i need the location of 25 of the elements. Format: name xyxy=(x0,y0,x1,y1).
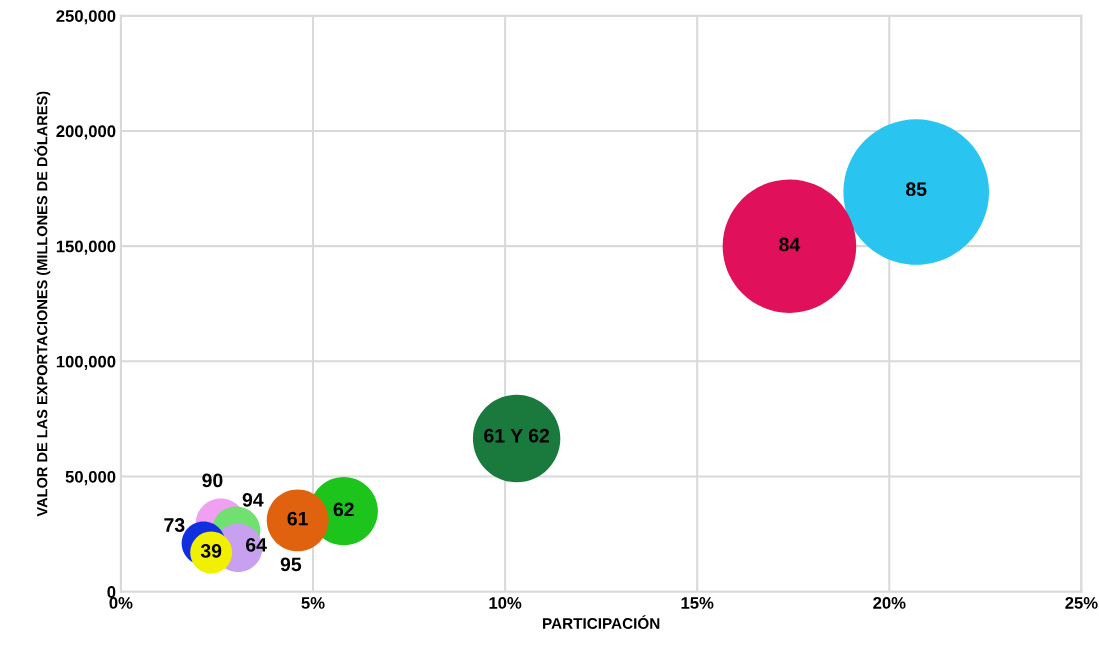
annotation: 94 xyxy=(242,492,264,507)
x-axis-title: PARTICIPACIÓN xyxy=(543,615,660,629)
x-tick-label: 25% xyxy=(1065,597,1098,609)
x-tick-label: 20% xyxy=(873,597,906,609)
y-tick-label: 150,000 xyxy=(56,240,116,255)
annotation: 62 xyxy=(333,502,354,517)
annotation: 85 xyxy=(906,182,927,197)
annotation: 61 xyxy=(287,511,308,526)
y-axis-title: VALOR DE LAS EXPORTACIONES (MILLONES DE DÓLARES) xyxy=(34,91,51,517)
x-tick-label: 10% xyxy=(489,597,522,609)
annotation: 95 xyxy=(280,557,302,572)
y-tick-label: 50,000 xyxy=(65,470,116,486)
annotation: 39 xyxy=(200,544,222,558)
x-tick-label: 15% xyxy=(681,597,714,609)
annotation: 90 xyxy=(202,473,223,488)
x-tick-label: 0% xyxy=(109,597,133,609)
annotation: 84 xyxy=(779,237,801,252)
annotation: 73 xyxy=(164,518,185,532)
annotation: 64 xyxy=(246,538,267,552)
x-tick-label: 5% xyxy=(301,597,325,609)
y-tick-label: 100,000 xyxy=(56,355,116,370)
y-tick-label: 250,000 xyxy=(56,10,116,25)
y-tick-label: 0 xyxy=(107,586,116,598)
y-tick-label: 200,000 xyxy=(56,125,116,140)
annotation: 61 Y 62 xyxy=(484,428,550,443)
